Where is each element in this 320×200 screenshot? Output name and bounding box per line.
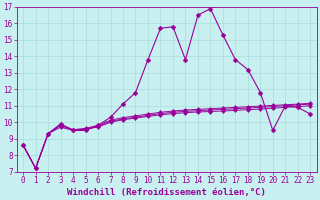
- X-axis label: Windchill (Refroidissement éolien,°C): Windchill (Refroidissement éolien,°C): [67, 188, 266, 197]
